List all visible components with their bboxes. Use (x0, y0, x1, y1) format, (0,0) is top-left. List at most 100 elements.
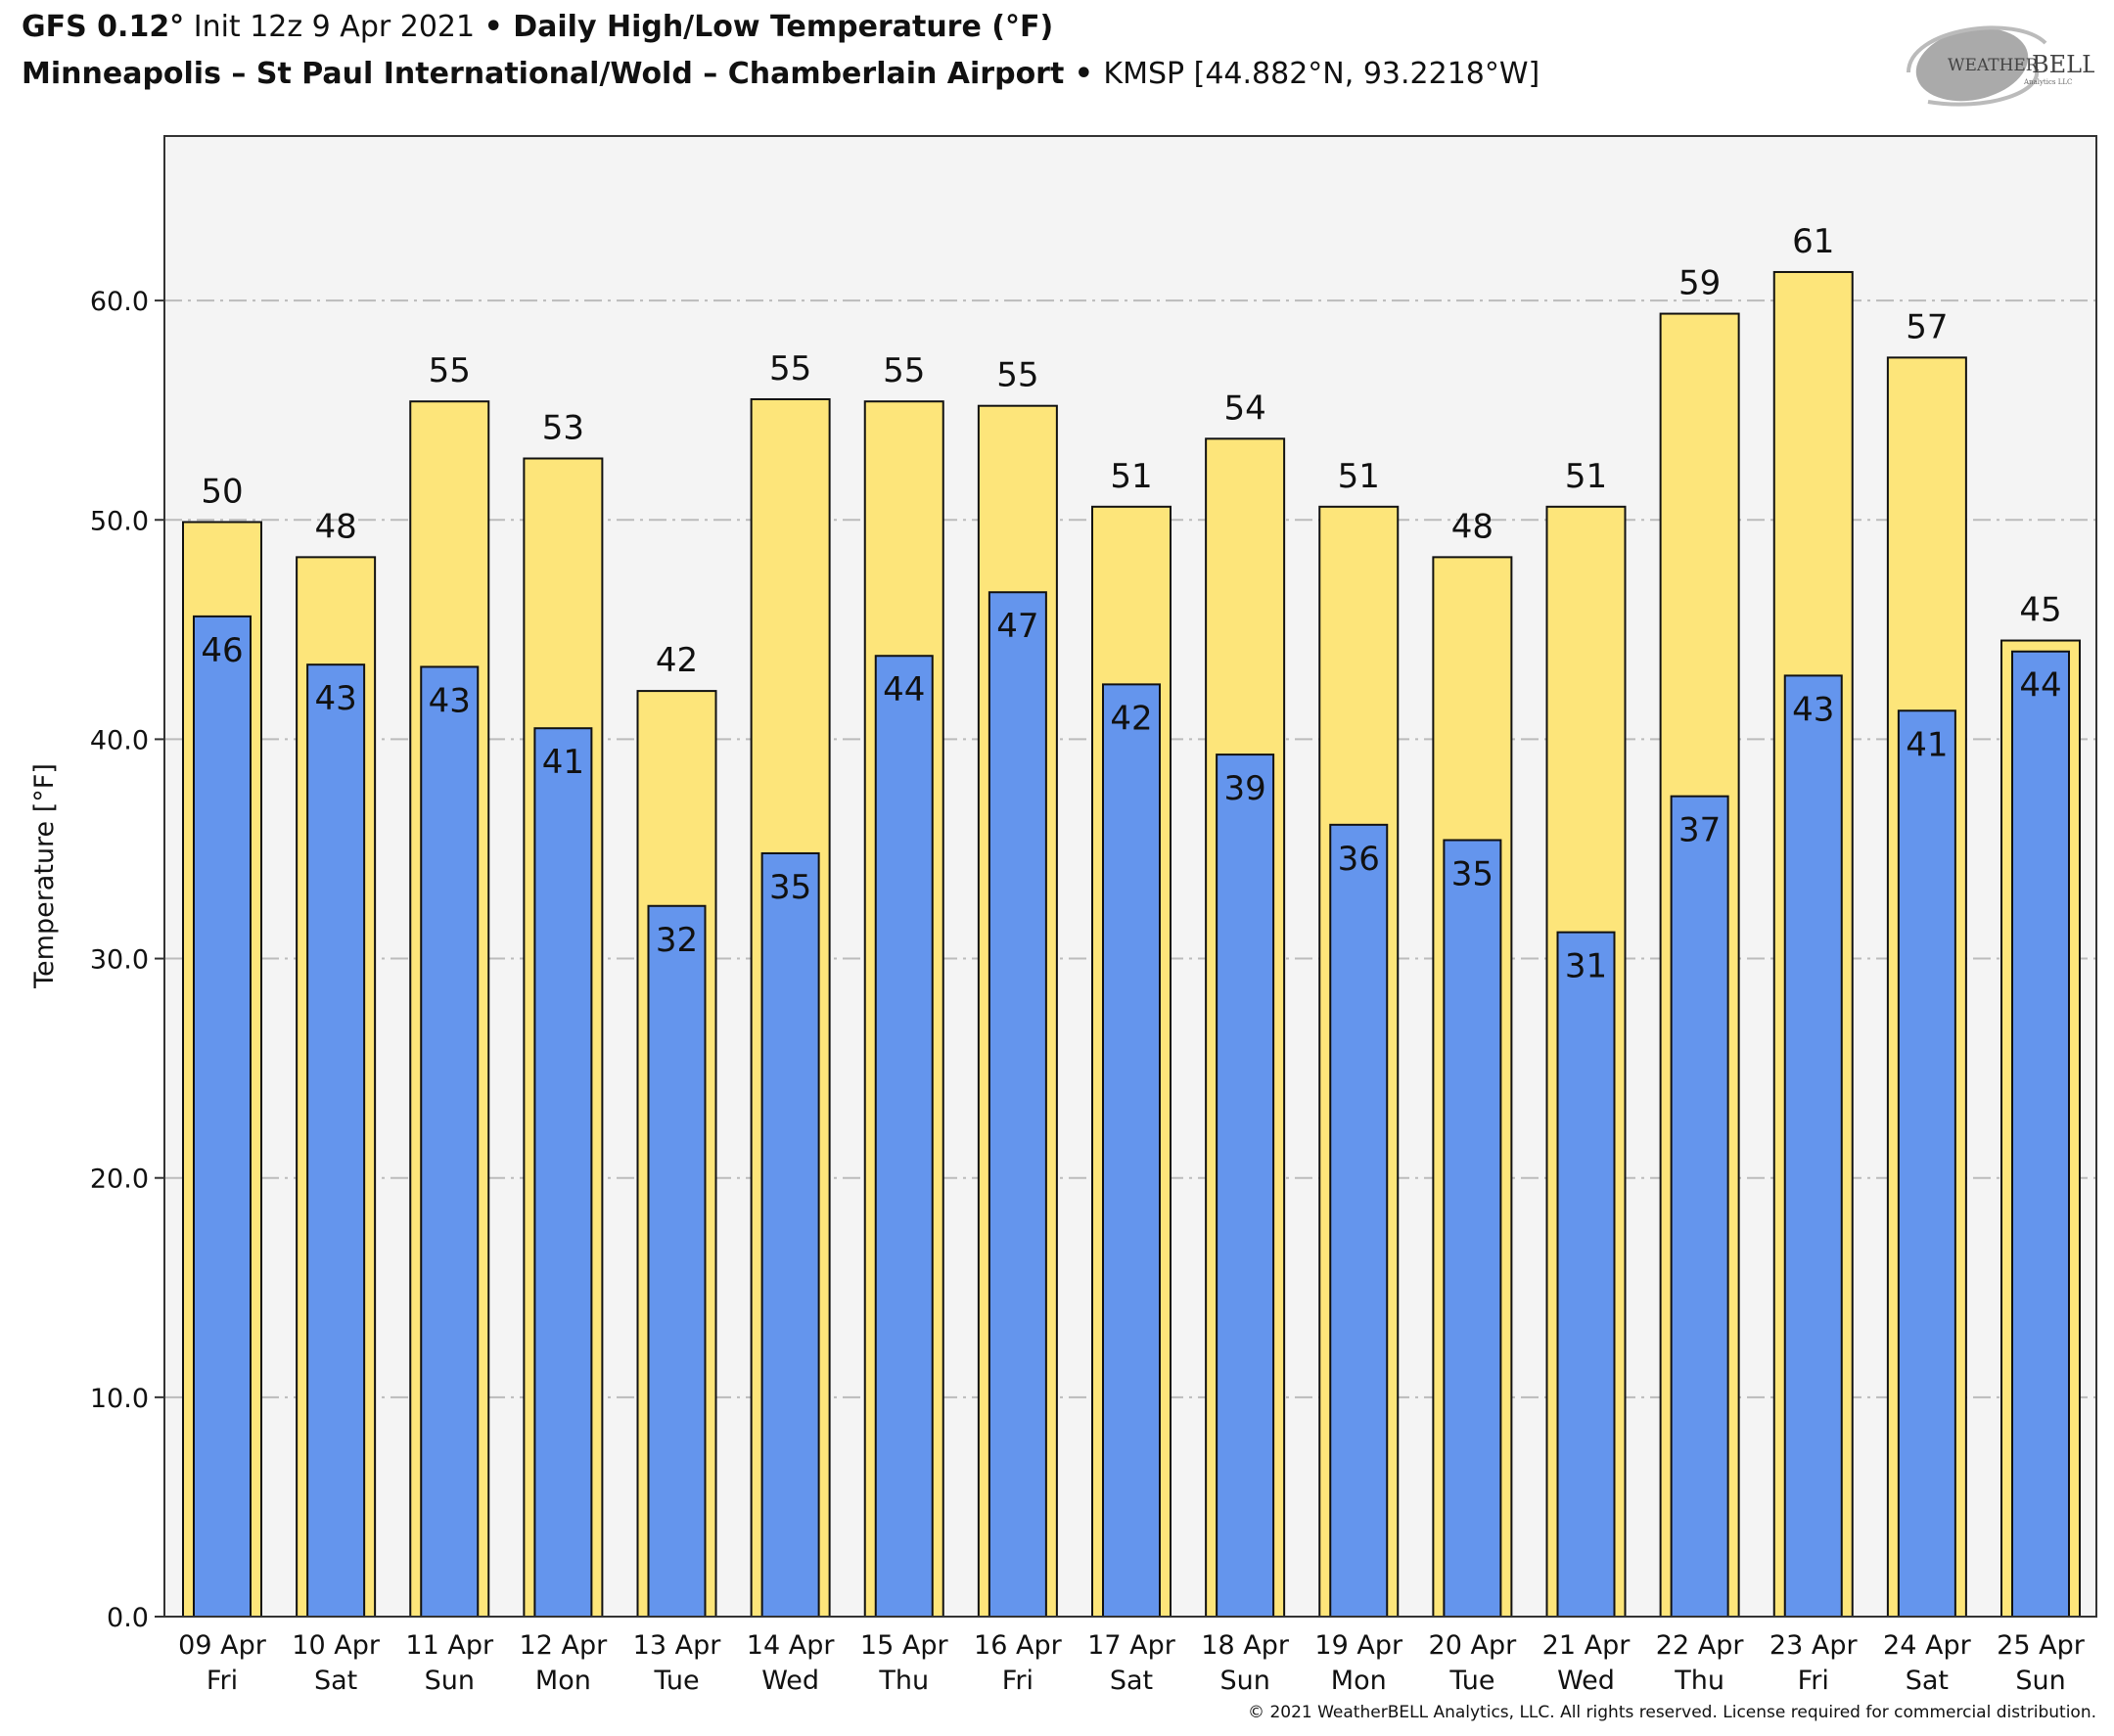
low-temp-bar (988, 591, 1047, 1618)
low-temp-bar (193, 615, 252, 1618)
x-tick-label-weekday: Wed (761, 1666, 819, 1696)
bars (182, 270, 2081, 1619)
high-temp-label: 51 (1565, 457, 1607, 496)
model-label: GFS 0.12° (22, 10, 185, 44)
low-temp-bar (1783, 674, 1843, 1618)
low-temp-label: 35 (1451, 855, 1494, 894)
low-temp-bar (874, 655, 934, 1618)
weatherbell-logo: WEATHER BELL Analytics LLC (1899, 14, 2097, 112)
low-temp-label: 35 (769, 868, 811, 907)
low-temp-bar (1329, 823, 1389, 1618)
low-temp-bar (1102, 683, 1161, 1618)
low-temp-bar (420, 665, 480, 1618)
x-tick-label-weekday: Sun (2015, 1666, 2065, 1696)
x-tick-label-weekday: Sat (314, 1666, 357, 1696)
low-temp-bar (1897, 709, 1956, 1618)
x-tick-label-date: 13 Apr (633, 1630, 722, 1661)
high-temp-label: 51 (1110, 457, 1152, 496)
high-temp-label: 59 (1678, 264, 1721, 303)
x-tick-label-date: 15 Apr (860, 1630, 949, 1661)
x-tick-label-date: 11 Apr (405, 1630, 494, 1661)
swirl-icon: WEATHER BELL Analytics LLC (1907, 25, 2097, 107)
high-temp-label: 55 (769, 349, 811, 388)
high-temp-label: 50 (201, 473, 243, 512)
value-labels: 50 46 48 43 55 43 53 41 42 32 55 35 55 44 55 47 51 42 54 39… (201, 222, 2061, 986)
low-temp-label: 37 (1678, 811, 1721, 850)
x-tick-label-weekday: Thu (1674, 1666, 1724, 1696)
y-tick-label: 0.0 (107, 1603, 149, 1633)
init-label: Init 12z 9 Apr 2021 (184, 10, 484, 44)
chart-header-line2: Minneapolis – St Paul International/Wold… (22, 57, 1540, 91)
plot-frame (163, 135, 2097, 1618)
x-axis: 09 Apr Fri 10 Apr Sat 11 Apr Sun 12 Apr Mon 13 A… (178, 1630, 2086, 1696)
y-tick-label: 30.0 (90, 945, 149, 976)
low-temp-bar (533, 727, 593, 1618)
y-tick-label: 40.0 (90, 725, 149, 755)
x-tick-label-weekday: Sat (1906, 1666, 1949, 1696)
x-tick-label-weekday: Fri (1002, 1666, 1034, 1696)
x-tick-label-date: 12 Apr (520, 1630, 609, 1661)
low-temp-label: 44 (883, 670, 925, 709)
x-tick-label-date: 18 Apr (1201, 1630, 1290, 1661)
x-tick-label-date: 25 Apr (1997, 1630, 2086, 1661)
low-temp-label: 43 (429, 681, 471, 720)
low-temp-label: 44 (2019, 666, 2061, 706)
y-tick-label: 20.0 (90, 1165, 149, 1195)
high-temp-label: 61 (1792, 222, 1834, 261)
x-tick-label-weekday: Sun (425, 1666, 475, 1696)
y-tick-label: 60.0 (90, 287, 149, 317)
x-tick-label-weekday: Mon (1331, 1666, 1387, 1696)
x-tick-label-date: 24 Apr (1883, 1630, 1972, 1661)
x-tick-label-weekday: Sat (1110, 1666, 1153, 1696)
low-temp-bar (647, 904, 707, 1618)
product-title: Daily High/Low Temperature (°F) (513, 10, 1054, 44)
x-tick-label-weekday: Tue (1448, 1666, 1494, 1696)
x-tick-label-date: 22 Apr (1656, 1630, 1745, 1661)
logo-sub-text: Analytics LLC (2023, 78, 2072, 86)
x-tick-label-date: 14 Apr (747, 1630, 836, 1661)
high-temp-label: 53 (542, 408, 584, 447)
low-temp-bar (2011, 650, 2070, 1618)
y-axis-label: Temperature [°F] (29, 763, 60, 989)
low-temp-label: 47 (996, 607, 1038, 646)
x-tick-label-date: 19 Apr (1314, 1630, 1403, 1661)
low-temp-bar (1216, 754, 1275, 1618)
low-temp-label: 36 (1338, 840, 1380, 879)
x-tick-label-weekday: Mon (535, 1666, 591, 1696)
high-temp-label: 48 (314, 507, 356, 546)
low-temp-label: 32 (656, 921, 698, 960)
low-temp-label: 46 (201, 631, 243, 670)
x-tick-label-weekday: Tue (653, 1666, 699, 1696)
low-temp-bar (1670, 795, 1729, 1618)
x-tick-label-weekday: Wed (1557, 1666, 1615, 1696)
x-tick-label-date: 16 Apr (974, 1630, 1063, 1661)
high-temp-label: 42 (656, 641, 698, 680)
high-temp-label: 57 (1906, 307, 1948, 346)
low-temp-bar (1443, 839, 1502, 1618)
separator: • (1064, 57, 1104, 91)
low-temp-bar (306, 663, 366, 1618)
y-axis: 0.0 10.0 20.0 30.0 40.0 50.0 60.0 (90, 287, 164, 1633)
y-tick-label: 50.0 (90, 506, 149, 536)
low-temp-label: 43 (314, 679, 356, 718)
y-tick-label: 10.0 (90, 1384, 149, 1414)
separator: • (483, 10, 514, 44)
station-name: Minneapolis – St Paul International/Wold… (22, 57, 1065, 91)
x-tick-label-weekday: Sun (1219, 1666, 1269, 1696)
low-temp-label: 31 (1565, 947, 1607, 986)
x-tick-label-date: 21 Apr (1542, 1630, 1631, 1661)
chart-header-line1: GFS 0.12° Init 12z 9 Apr 2021 • Daily Hi… (22, 10, 1053, 44)
low-temp-label: 43 (1792, 690, 1834, 729)
x-tick-label-weekday: Fri (207, 1666, 238, 1696)
low-temp-label: 42 (1110, 699, 1152, 738)
low-temp-bar (1556, 931, 1616, 1618)
low-temp-label: 39 (1223, 769, 1265, 808)
station-info: KMSP [44.882°N, 93.2218°W] (1103, 57, 1540, 91)
high-temp-label: 55 (429, 351, 471, 390)
x-tick-label-date: 09 Apr (178, 1630, 267, 1661)
x-tick-label-date: 20 Apr (1429, 1630, 1518, 1661)
x-tick-label-date: 23 Apr (1769, 1630, 1859, 1661)
logo-brand-text: WEATHER (1948, 56, 2040, 75)
x-tick-label-date: 17 Apr (1087, 1630, 1176, 1661)
